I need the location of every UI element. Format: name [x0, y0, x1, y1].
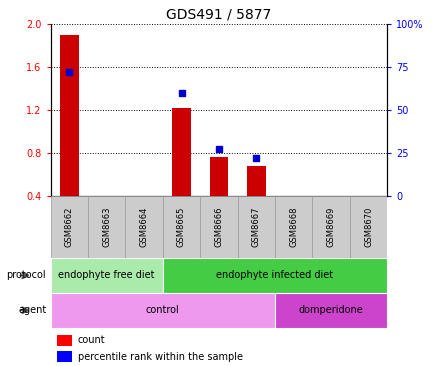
- Bar: [51, 196, 88, 258]
- Text: GSM8666: GSM8666: [214, 207, 224, 247]
- Text: GSM8670: GSM8670: [364, 207, 373, 247]
- Text: GSM8664: GSM8664: [139, 207, 149, 247]
- Bar: [163, 196, 200, 258]
- Bar: [60, 34, 79, 196]
- Text: protocol: protocol: [7, 270, 46, 280]
- Text: GSM8662: GSM8662: [65, 207, 74, 247]
- Bar: [275, 196, 312, 258]
- Text: domperidone: domperidone: [299, 305, 363, 315]
- Bar: [200, 196, 238, 258]
- Bar: [247, 166, 266, 196]
- Bar: [57, 335, 73, 346]
- Text: GSM8667: GSM8667: [252, 207, 261, 247]
- Bar: [125, 196, 163, 258]
- Bar: [57, 351, 73, 362]
- Text: GSM8665: GSM8665: [177, 207, 186, 247]
- Text: agent: agent: [18, 305, 46, 315]
- Bar: [172, 108, 191, 196]
- Text: count: count: [77, 335, 105, 346]
- Bar: [238, 196, 275, 258]
- Bar: [312, 196, 350, 258]
- Text: control: control: [146, 305, 180, 315]
- Title: GDS491 / 5877: GDS491 / 5877: [166, 7, 271, 21]
- Bar: [51, 258, 163, 293]
- Bar: [51, 293, 275, 328]
- Bar: [350, 196, 387, 258]
- Bar: [209, 157, 228, 196]
- Text: GSM8668: GSM8668: [289, 207, 298, 247]
- Bar: [88, 196, 125, 258]
- Text: GSM8663: GSM8663: [102, 207, 111, 247]
- Text: GSM8669: GSM8669: [326, 207, 336, 247]
- Bar: [275, 293, 387, 328]
- Text: endophyte infected diet: endophyte infected diet: [216, 270, 334, 280]
- Bar: [163, 258, 387, 293]
- Text: endophyte free diet: endophyte free diet: [59, 270, 155, 280]
- Text: percentile rank within the sample: percentile rank within the sample: [77, 352, 242, 362]
